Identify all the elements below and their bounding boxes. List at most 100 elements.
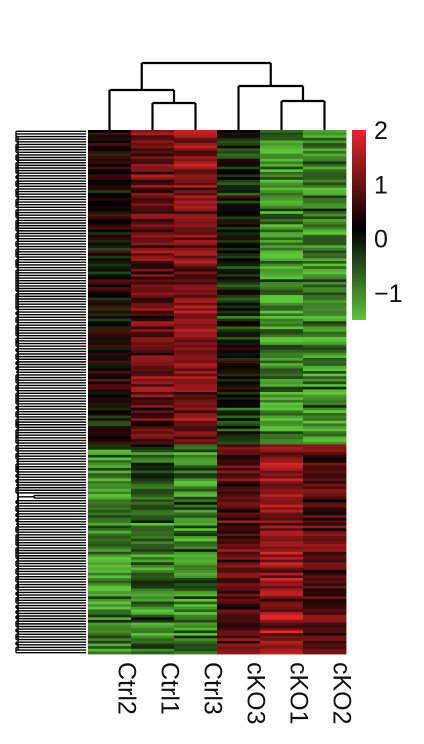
- heatmap-cell: [131, 483, 175, 487]
- heatmap-cell: [217, 651, 261, 655]
- heatmap-cell: [217, 365, 261, 369]
- heatmap-cell: [303, 454, 347, 458]
- heatmap-cell: [174, 402, 218, 406]
- heatmap-cell: [260, 240, 304, 244]
- heatmap-cell: [174, 617, 218, 621]
- heatmap-cell: [88, 512, 132, 516]
- heatmap-cell: [260, 158, 304, 162]
- heatmap-cell: [217, 143, 261, 147]
- heatmap-cell: [131, 612, 175, 616]
- heatmap-cell: [88, 454, 132, 458]
- heatmap-cell: [174, 575, 218, 579]
- heatmap-cell: [174, 234, 218, 238]
- heatmap-cell: [174, 536, 218, 540]
- heatmap-cell: [174, 192, 218, 196]
- column-label-cko1: cKO1: [285, 662, 313, 725]
- heatmap-cell: [217, 284, 261, 288]
- heatmap-cell: [260, 640, 304, 644]
- heatmap-cell: [260, 287, 304, 291]
- heatmap-cell: [88, 261, 132, 265]
- heatmap-cell: [217, 297, 261, 301]
- heatmap-cell: [131, 148, 175, 152]
- heatmap-cell: [131, 266, 175, 270]
- heatmap-cell: [217, 559, 261, 563]
- heatmap-cell: [260, 630, 304, 634]
- heatmap-cell: [131, 334, 175, 338]
- heatmap-cell: [303, 515, 347, 519]
- heatmap-cell: [260, 452, 304, 456]
- heatmap-cell: [131, 166, 175, 170]
- heatmap-cell: [303, 253, 347, 257]
- heatmap-cell: [131, 444, 175, 448]
- heatmap-cell: [303, 200, 347, 204]
- heatmap-cell: [88, 182, 132, 186]
- heatmap-cell: [131, 423, 175, 427]
- heatmap-cell: [174, 386, 218, 390]
- heatmap-cell: [260, 373, 304, 377]
- heatmap-cell: [174, 549, 218, 553]
- heatmap-cell: [260, 436, 304, 440]
- heatmap-cell: [217, 289, 261, 293]
- heatmap-cell: [174, 360, 218, 364]
- heatmap-cell: [217, 439, 261, 443]
- heatmap-cell: [131, 229, 175, 233]
- heatmap-cell: [174, 373, 218, 377]
- heatmap-cell: [88, 205, 132, 209]
- heatmap-cell: [217, 203, 261, 207]
- heatmap-cell: [260, 245, 304, 249]
- heatmap-cell: [217, 457, 261, 461]
- heatmap-cell: [174, 365, 218, 369]
- heatmap-cell: [217, 305, 261, 309]
- heatmap-cell: [217, 295, 261, 299]
- heatmap-cell: [88, 318, 132, 322]
- heatmap-cell: [88, 203, 132, 207]
- heatmap-cell: [260, 140, 304, 144]
- heatmap-cell: [260, 289, 304, 293]
- heatmap-cell: [303, 567, 347, 571]
- heatmap-cell: [131, 635, 175, 639]
- heatmap-cell: [217, 562, 261, 566]
- heatmap-cell: [217, 491, 261, 495]
- heatmap-cell: [131, 347, 175, 351]
- heatmap-cell: [88, 150, 132, 154]
- heatmap-cell: [131, 357, 175, 361]
- heatmap-cell: [217, 145, 261, 149]
- heatmap-cell: [303, 300, 347, 304]
- heatmap-cell: [174, 625, 218, 629]
- heatmap-cell: [174, 517, 218, 521]
- heatmap-cell: [131, 329, 175, 333]
- heatmap-cell: [217, 564, 261, 568]
- heatmap-cell: [303, 240, 347, 244]
- heatmap-cell: [88, 287, 132, 291]
- heatmap-cell: [174, 302, 218, 306]
- heatmap-cell: [217, 499, 261, 503]
- heatmap-cell: [88, 169, 132, 173]
- heatmap-cell: [174, 515, 218, 519]
- heatmap-cell: [174, 140, 218, 144]
- heatmap-cell: [131, 449, 175, 453]
- heatmap-cell: [260, 507, 304, 511]
- heatmap-cell: [303, 261, 347, 265]
- heatmap-cell: [303, 646, 347, 650]
- heatmap-cell: [260, 187, 304, 191]
- heatmap-cell: [131, 234, 175, 238]
- heatmap-cell: [260, 533, 304, 537]
- heatmap-cell: [217, 601, 261, 605]
- heatmap-cell: [88, 523, 132, 527]
- heatmap-cell: [217, 135, 261, 139]
- heatmap-cell: [217, 578, 261, 582]
- heatmap-cell: [131, 342, 175, 346]
- heatmap-cell: [88, 606, 132, 610]
- heatmap-cell: [303, 415, 347, 419]
- heatmap-cell: [217, 619, 261, 623]
- heatmap-cell: [88, 226, 132, 230]
- heatmap-cell: [260, 394, 304, 398]
- heatmap-cell: [131, 310, 175, 314]
- heatmap-cell: [88, 216, 132, 220]
- heatmap-cell: [131, 470, 175, 474]
- heatmap-cell: [217, 572, 261, 576]
- heatmap-cell: [174, 502, 218, 506]
- heatmap-cell: [88, 460, 132, 464]
- heatmap-cell: [131, 192, 175, 196]
- heatmap-cell: [217, 588, 261, 592]
